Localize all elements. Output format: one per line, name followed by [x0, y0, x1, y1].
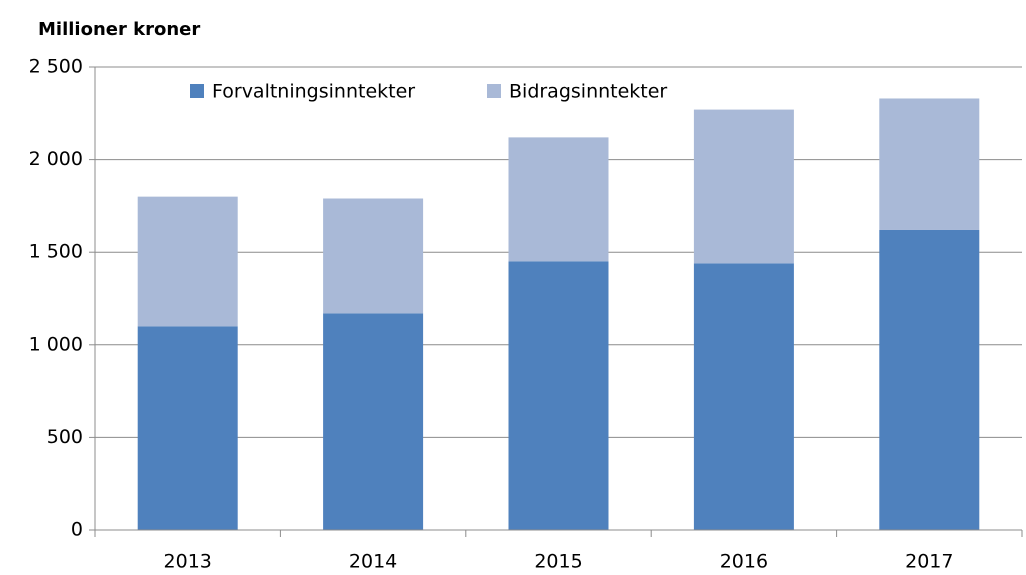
- x-tick-label: 2015: [534, 551, 582, 573]
- x-tick-label: 2014: [349, 551, 397, 573]
- bar-segment: [137, 196, 238, 327]
- bar-segment: [879, 98, 980, 230]
- bar-segment: [879, 229, 980, 530]
- bar-segment: [693, 263, 794, 530]
- x-tick-label: 2013: [164, 551, 212, 573]
- y-tick-label: 1 500: [29, 241, 83, 263]
- y-tick-label: 2 000: [29, 148, 83, 170]
- y-tick-label: 1 000: [29, 333, 83, 355]
- legend-label: Bidragsinntekter: [509, 81, 667, 103]
- legend-label: Forvaltningsinntekter: [212, 81, 415, 103]
- legend-swatch: [190, 84, 204, 98]
- bar-segment: [508, 137, 609, 262]
- y-tick-label: 2 500: [29, 56, 83, 78]
- y-tick-label: 500: [47, 426, 83, 448]
- bar-segment: [323, 198, 424, 314]
- bar-segment: [693, 109, 794, 264]
- x-tick-label: 2017: [905, 551, 953, 573]
- bar-segment: [508, 261, 609, 530]
- y-tick-label: 0: [71, 519, 83, 541]
- bar-segment: [137, 326, 238, 530]
- bar-segment: [323, 313, 424, 530]
- chart-title: Millioner kroner: [38, 19, 200, 40]
- x-tick-label: 2016: [720, 551, 768, 573]
- legend-swatch: [487, 84, 501, 98]
